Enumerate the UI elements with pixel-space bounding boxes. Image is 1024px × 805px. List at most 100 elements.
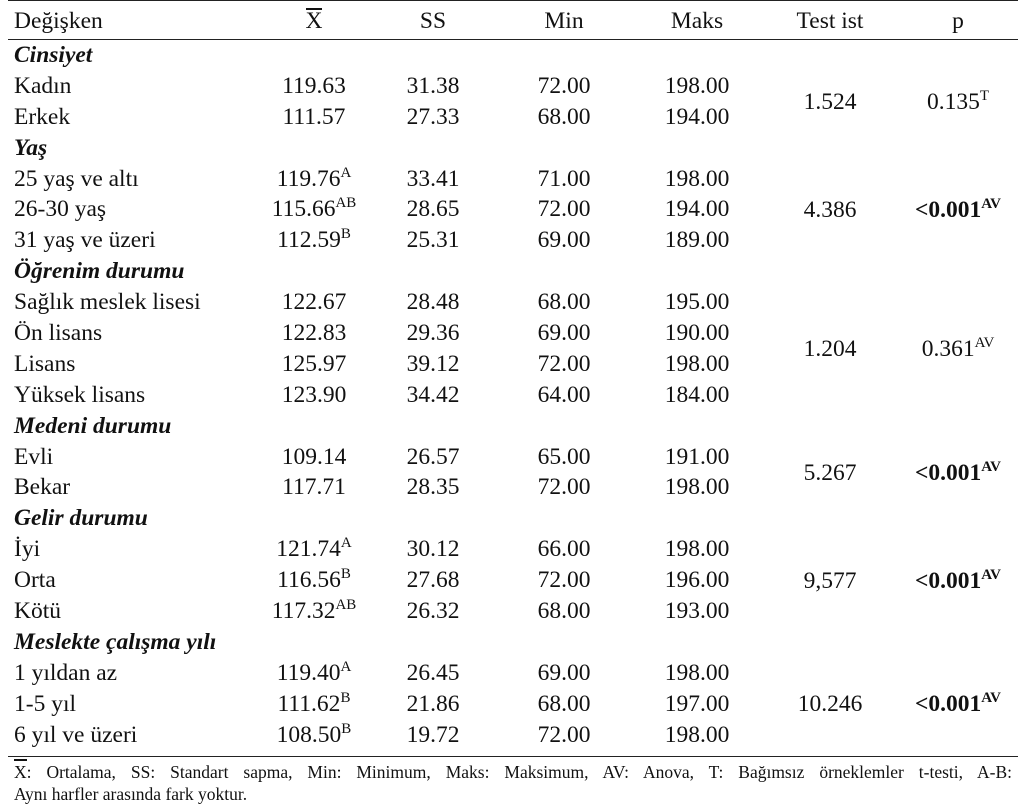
table-row: 6 yıl ve üzeri 108.50B 19.72 72.00 198.00 (8, 720, 1018, 751)
header-mean: X (305, 8, 323, 34)
mean-value: 111.57 (282, 103, 346, 130)
mean-cell: 123.90 (214, 380, 414, 411)
min-value: 72.00 (537, 567, 591, 594)
footnote-text-1: : Ortalama, SS: Standart sapma, Min: Min… (26, 762, 1012, 782)
ss-value: 39.12 (406, 350, 460, 377)
mean-value: 115.66 (271, 196, 336, 223)
mean-cell: 109.14 (214, 442, 414, 473)
row-label: 6 yıl ve üzeri (14, 721, 138, 748)
row-label: Bekar (14, 474, 71, 501)
ss-value: 31.38 (406, 72, 460, 99)
row-label: Lisans (14, 350, 76, 377)
header-test-stat: Test ist (796, 8, 864, 34)
ss-value: 25.31 (406, 227, 460, 254)
row-label: 1 yıldan az (14, 659, 118, 686)
row-label: İyi (14, 536, 41, 563)
min-value: 72.00 (537, 196, 591, 223)
min-value: 69.00 (537, 659, 591, 686)
table-header-row: Değişken X SS Min Maks Test ist p (8, 0, 1018, 40)
mean-cell: 111.57 (214, 102, 414, 133)
mean-value: 122.83 (281, 320, 347, 347)
footnote-line-1: X: Ortalama, SS: Standart sapma, Min: Mi… (8, 759, 1018, 783)
maks-value: 196.00 (664, 567, 730, 594)
mean-value: 117.32 (271, 598, 336, 625)
min-value: 72.00 (537, 474, 591, 501)
min-value: 71.00 (537, 165, 591, 192)
maks-value: 198.00 (664, 474, 730, 501)
table-row: Yüksek lisans 123.90 34.42 64.00 184.00 (8, 380, 1018, 411)
p-superscript: T (979, 87, 990, 104)
table-row: İyi 121.74A 30.12 66.00 198.00 (8, 534, 1018, 565)
mean-cell: 122.67 (214, 287, 414, 318)
maks-value: 198.00 (664, 721, 730, 748)
maks-value: 190.00 (664, 320, 730, 347)
statistics-table: Değişken X SS Min Maks Test ist p Cinsiy… (8, 0, 1018, 750)
mean-superscript: AB (335, 195, 357, 212)
mean-cell: 119.40A (214, 658, 414, 689)
test-statistic: 1.204 (803, 336, 857, 362)
ss-value: 27.68 (406, 567, 460, 594)
group-title-row: Öğrenim durumu (8, 256, 1018, 287)
footnote-line-2: Aynı harfler arasında fark yoktur. (14, 784, 248, 804)
mean-value: 119.76 (276, 165, 341, 192)
mean-value: 119.63 (282, 72, 346, 99)
mean-cell: 116.56B (214, 565, 414, 596)
mean-value: 109.14 (281, 443, 347, 470)
mean-cell: 125.97 (214, 349, 414, 380)
test-statistic: 10.246 (797, 691, 863, 718)
mean-value: 121.74 (276, 536, 341, 563)
maks-value: 198.00 (664, 165, 730, 192)
min-value: 72.00 (537, 72, 591, 99)
row-label: Yüksek lisans (14, 381, 146, 408)
row-label: Kötü (14, 598, 61, 625)
ss-value: 26.45 (406, 659, 460, 686)
group-title-row: Gelir durumu (8, 503, 1018, 534)
table-row: 1-5 yıl 111.62B 21.86 68.00 197.00 (8, 689, 1018, 720)
row-label: Evli (14, 443, 54, 470)
p-value-cell: <0.001AV (898, 689, 1018, 719)
min-value: 72.00 (537, 721, 591, 748)
ss-value: 21.86 (406, 690, 460, 717)
group-title: Gelir durumu (14, 505, 148, 532)
mean-value: 123.90 (281, 381, 347, 408)
ss-value: 28.48 (406, 289, 460, 316)
maks-value: 197.00 (664, 690, 730, 717)
ss-value: 26.32 (406, 598, 460, 625)
p-superscript: AV (981, 690, 1001, 707)
mean-value: 112.59 (277, 227, 341, 254)
mean-cell: 115.66AB (214, 194, 414, 225)
p-value: <0.001 (914, 459, 982, 486)
min-value: 65.00 (537, 443, 591, 470)
mean-superscript: A (340, 164, 352, 181)
maks-value: 184.00 (664, 381, 730, 408)
p-value-cell: <0.001AV (898, 458, 1018, 488)
min-value: 69.00 (537, 227, 591, 254)
ss-value: 26.57 (406, 443, 460, 470)
p-value-cell: 0.135T (898, 87, 1018, 117)
row-label: Kadın (14, 72, 72, 99)
mean-value: 119.40 (276, 659, 341, 686)
header-p: p (952, 8, 964, 34)
p-value-cell: 0.361AV (898, 334, 1018, 364)
header-variable: Değişken (14, 8, 103, 34)
table-footnote: X: Ortalama, SS: Standart sapma, Min: Mi… (8, 756, 1018, 805)
maks-value: 189.00 (664, 227, 730, 254)
table-row: Ön lisans 122.83 29.36 69.00 190.00 (8, 318, 1018, 349)
maks-value: 198.00 (664, 536, 730, 563)
group-title-row: Meslekte çalışma yılı (8, 627, 1018, 658)
maks-value: 198.00 (664, 350, 730, 377)
p-value-cell: <0.001AV (898, 195, 1018, 225)
ss-value: 30.12 (406, 536, 460, 563)
min-value: 66.00 (537, 536, 591, 563)
header-maks: Maks (670, 8, 724, 34)
mean-cell: 121.74A (214, 534, 414, 565)
group-title: Cinsiyet (14, 42, 93, 68)
row-label: 31 yaş ve üzeri (14, 227, 156, 254)
mean-value: 111.62 (277, 690, 341, 717)
p-value: 0.135 (926, 88, 980, 115)
row-label: 26-30 yaş (14, 196, 107, 223)
p-superscript: AV (981, 458, 1001, 475)
maks-value: 194.00 (664, 196, 730, 223)
mean-superscript: A (340, 535, 352, 552)
row-label: 1-5 yıl (14, 690, 77, 717)
